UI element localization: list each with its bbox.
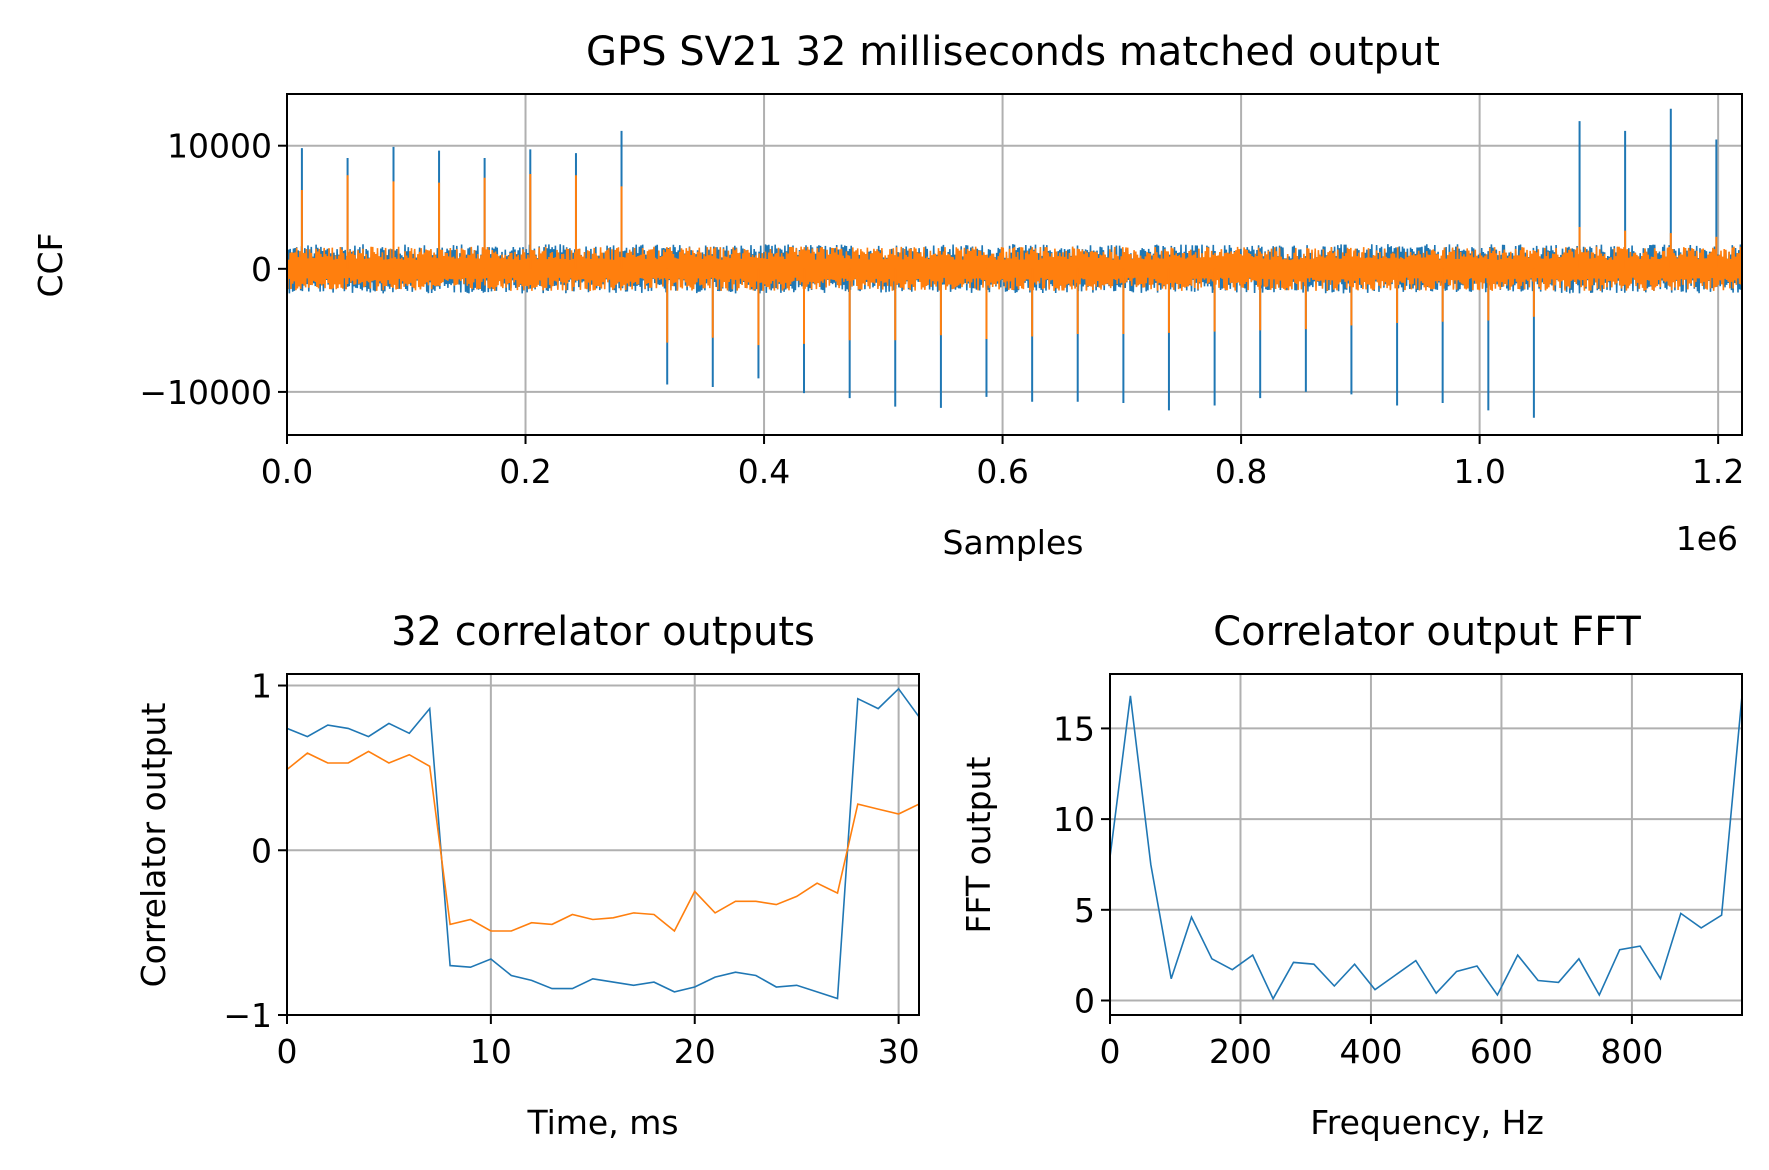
matched-output-ylabel: CCF bbox=[31, 232, 70, 297]
y-tick-label: 0 bbox=[1074, 981, 1095, 1020]
fft-title: Correlator output FFT bbox=[1213, 609, 1641, 655]
y-tick-label: −10000 bbox=[139, 373, 272, 412]
x-tick-label: 0.8 bbox=[1215, 452, 1267, 491]
x-tick-label: 0.0 bbox=[261, 452, 313, 491]
fft-frame bbox=[1109, 673, 1743, 1016]
y-tick-label: 10 bbox=[1053, 800, 1095, 839]
matched-output-panel: GPS SV21 32 milliseconds matched output … bbox=[31, 29, 1744, 562]
y-tick-label: 15 bbox=[1053, 709, 1095, 748]
correlator-title: 32 correlator outputs bbox=[391, 609, 815, 655]
fft-ticks: 0 200 400 600 800 0 5 10 15 bbox=[1053, 709, 1663, 1071]
fft-panel: Correlator output FFT 0 200 400 600 800 0 5 10 1… bbox=[959, 609, 1743, 1142]
x-tick-label: 0.4 bbox=[738, 452, 790, 491]
series-line bbox=[287, 687, 919, 1000]
x-tick-label: 1.2 bbox=[1692, 452, 1744, 491]
y-tick-label: 0 bbox=[251, 250, 272, 289]
x-tick-label: 800 bbox=[1600, 1032, 1663, 1071]
matched-output-series bbox=[287, 108, 1742, 418]
x-tick-label: 200 bbox=[1209, 1032, 1272, 1071]
x-tick-label: 0 bbox=[277, 1032, 298, 1071]
fft-series bbox=[1110, 695, 1742, 1001]
series-line bbox=[287, 750, 919, 933]
x-tick-label: 30 bbox=[878, 1032, 920, 1071]
y-tick-label: 0 bbox=[251, 831, 272, 870]
matched-output-ticks: 0.0 0.2 0.4 0.6 0.8 1.0 1.2 10000 0 −10000 bbox=[139, 127, 1744, 491]
x-tick-label: 10 bbox=[470, 1032, 512, 1071]
x-tick-label: 0 bbox=[1100, 1032, 1121, 1071]
correlator-ylabel: Correlator output bbox=[134, 703, 173, 988]
x-tick-label: 0.2 bbox=[499, 452, 551, 491]
correlator-xlabel: Time, ms bbox=[526, 1103, 678, 1142]
series-line bbox=[1110, 695, 1742, 1001]
matched-output-frame bbox=[286, 93, 1743, 436]
x-tick-label: 0.6 bbox=[976, 452, 1028, 491]
x-tick-label: 20 bbox=[674, 1032, 716, 1071]
fft-xlabel: Frequency, Hz bbox=[1310, 1103, 1544, 1142]
correlator-series bbox=[287, 687, 919, 1000]
y-tick-label: 1 bbox=[251, 667, 272, 706]
y-tick-label: 5 bbox=[1074, 891, 1095, 930]
x-tick-label: 600 bbox=[1470, 1032, 1533, 1071]
y-tick-label: −1 bbox=[223, 996, 272, 1035]
correlator-frame bbox=[286, 673, 920, 1016]
y-tick-label: 10000 bbox=[167, 127, 272, 166]
x-tick-label: 1.0 bbox=[1453, 452, 1505, 491]
fft-grid bbox=[1109, 674, 1742, 1015]
fft-ylabel: FFT output bbox=[959, 757, 998, 934]
matched-output-title: GPS SV21 32 milliseconds matched output bbox=[586, 29, 1440, 75]
x-tick-label: 400 bbox=[1339, 1032, 1402, 1071]
matched-output-x-offset: 1e6 bbox=[1676, 519, 1738, 558]
matched-output-xlabel: Samples bbox=[943, 523, 1084, 562]
